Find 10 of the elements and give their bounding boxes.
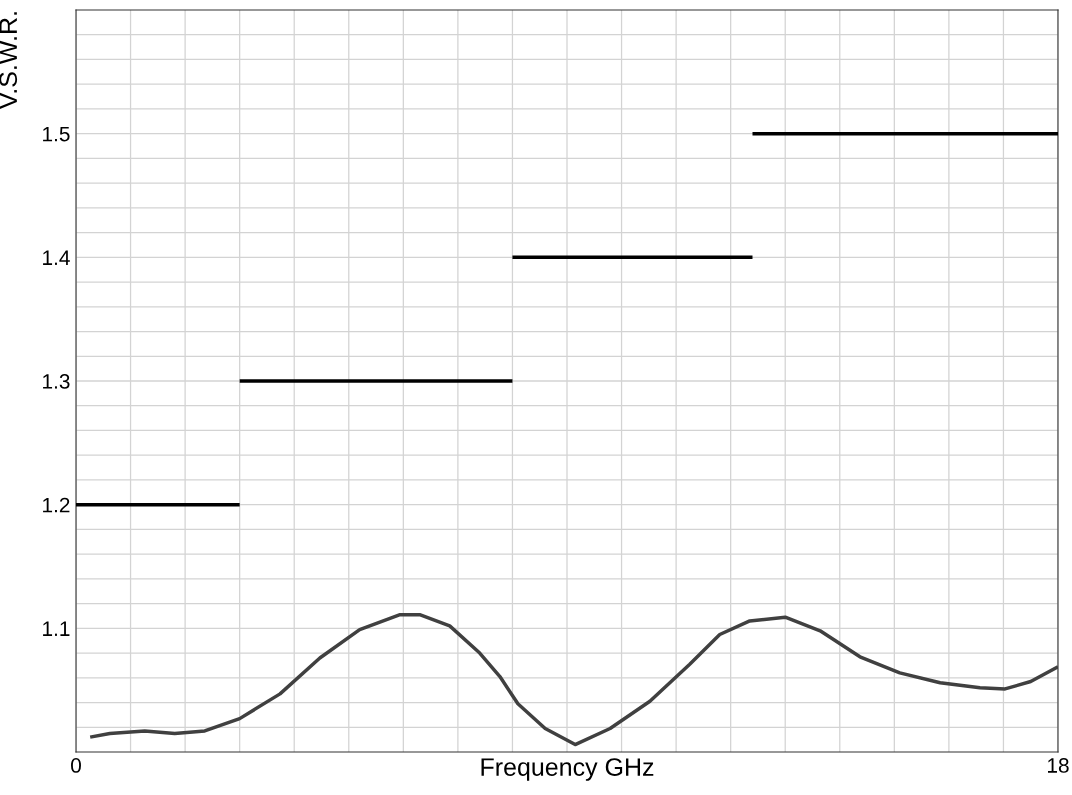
line-series — [88, 612, 1058, 747]
y-tick-label: 1.5 — [43, 126, 70, 142]
x-axis-title: Frequency GHz — [481, 758, 654, 781]
y-tick-label: 1.1 — [43, 621, 70, 636]
x-tick-label: 0 — [71, 758, 81, 773]
y-tick-label: 1.2 — [43, 497, 70, 513]
y-axis-title: V.S.W.R. — [0, 12, 18, 110]
y-tick-label: 1.3 — [43, 374, 70, 389]
y-tick-label: 1.4 — [43, 250, 70, 265]
x-tick-label: 18 — [1048, 758, 1069, 773]
